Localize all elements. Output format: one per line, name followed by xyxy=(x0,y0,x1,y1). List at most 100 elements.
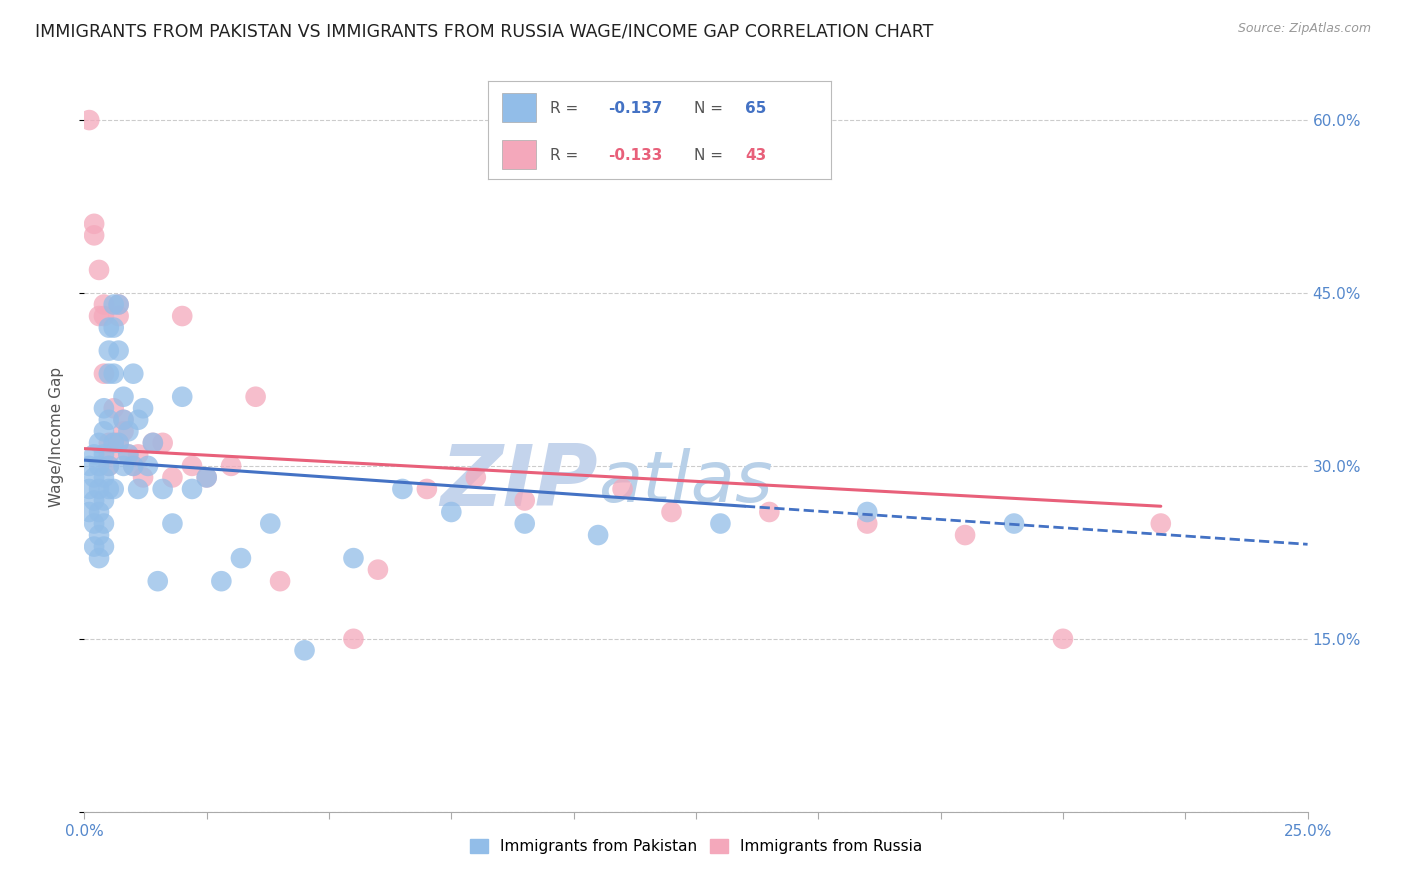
Point xyxy=(83,540,105,554)
Point xyxy=(97,367,120,381)
Point xyxy=(856,505,879,519)
Point xyxy=(117,447,139,461)
Point xyxy=(181,458,204,473)
Point xyxy=(93,540,115,554)
Point xyxy=(87,482,110,496)
Point xyxy=(93,470,115,484)
Point xyxy=(146,574,169,589)
Point xyxy=(195,470,218,484)
Point xyxy=(87,528,110,542)
Point xyxy=(856,516,879,531)
Point xyxy=(83,217,105,231)
Point xyxy=(103,297,125,311)
Point xyxy=(87,551,110,566)
Point xyxy=(107,297,129,311)
Point xyxy=(709,516,731,531)
Point xyxy=(107,435,129,450)
Point xyxy=(342,632,364,646)
Point xyxy=(294,643,316,657)
Point xyxy=(209,574,232,589)
Point xyxy=(87,458,110,473)
Point xyxy=(112,390,135,404)
Point xyxy=(245,390,267,404)
Point xyxy=(142,435,165,450)
Point xyxy=(93,367,115,381)
Point xyxy=(269,574,291,589)
Point xyxy=(661,505,683,519)
Point xyxy=(416,482,439,496)
Point xyxy=(195,470,218,484)
Point xyxy=(103,482,125,496)
Point xyxy=(107,343,129,358)
Point xyxy=(127,447,149,461)
Point xyxy=(181,482,204,496)
Point xyxy=(117,425,139,439)
Point xyxy=(97,435,120,450)
Point xyxy=(93,493,115,508)
Point xyxy=(1150,516,1173,531)
Point xyxy=(464,470,486,484)
Point xyxy=(586,528,609,542)
Text: Source: ZipAtlas.com: Source: ZipAtlas.com xyxy=(1237,22,1371,36)
Point xyxy=(103,435,125,450)
Point xyxy=(122,458,145,473)
Point xyxy=(107,435,129,450)
Point xyxy=(103,435,125,450)
Point xyxy=(117,447,139,461)
Point xyxy=(97,343,120,358)
Point xyxy=(93,425,115,439)
Point xyxy=(83,493,105,508)
Point xyxy=(122,367,145,381)
Point xyxy=(77,113,100,128)
Point xyxy=(77,458,100,473)
Point xyxy=(97,458,120,473)
Point xyxy=(112,458,135,473)
Point xyxy=(152,435,174,450)
Text: IMMIGRANTS FROM PAKISTAN VS IMMIGRANTS FROM RUSSIA WAGE/INCOME GAP CORRELATION C: IMMIGRANTS FROM PAKISTAN VS IMMIGRANTS F… xyxy=(35,22,934,40)
Point xyxy=(142,435,165,450)
Point xyxy=(953,528,976,542)
Point xyxy=(103,367,125,381)
Point xyxy=(112,413,135,427)
Point xyxy=(87,309,110,323)
Point xyxy=(97,482,120,496)
Point xyxy=(1002,516,1025,531)
Point xyxy=(132,401,155,416)
Point xyxy=(103,401,125,416)
Point xyxy=(93,401,115,416)
Point xyxy=(107,309,129,323)
Point xyxy=(136,458,159,473)
Y-axis label: Wage/Income Gap: Wage/Income Gap xyxy=(49,367,63,508)
Point xyxy=(112,425,135,439)
Point xyxy=(93,516,115,531)
Point xyxy=(162,516,184,531)
Point xyxy=(93,447,115,461)
Point xyxy=(87,505,110,519)
Point xyxy=(513,493,536,508)
Point xyxy=(219,458,242,473)
Point xyxy=(122,458,145,473)
Legend: Immigrants from Pakistan, Immigrants from Russia: Immigrants from Pakistan, Immigrants fro… xyxy=(464,833,928,860)
Point xyxy=(127,482,149,496)
Point xyxy=(83,516,105,531)
Text: ZIP: ZIP xyxy=(440,441,598,524)
Point xyxy=(83,228,105,243)
Point xyxy=(93,309,115,323)
Point xyxy=(103,320,125,334)
Point xyxy=(172,390,194,404)
Point xyxy=(391,482,413,496)
Point xyxy=(132,470,155,484)
Point xyxy=(77,505,100,519)
Point xyxy=(259,516,281,531)
Point xyxy=(87,263,110,277)
Point xyxy=(97,320,120,334)
Point xyxy=(152,482,174,496)
Point xyxy=(612,482,634,496)
Point xyxy=(172,309,194,323)
Point xyxy=(112,413,135,427)
Point xyxy=(127,413,149,427)
Point xyxy=(229,551,252,566)
Point xyxy=(97,458,120,473)
Point xyxy=(513,516,536,531)
Point xyxy=(77,482,100,496)
